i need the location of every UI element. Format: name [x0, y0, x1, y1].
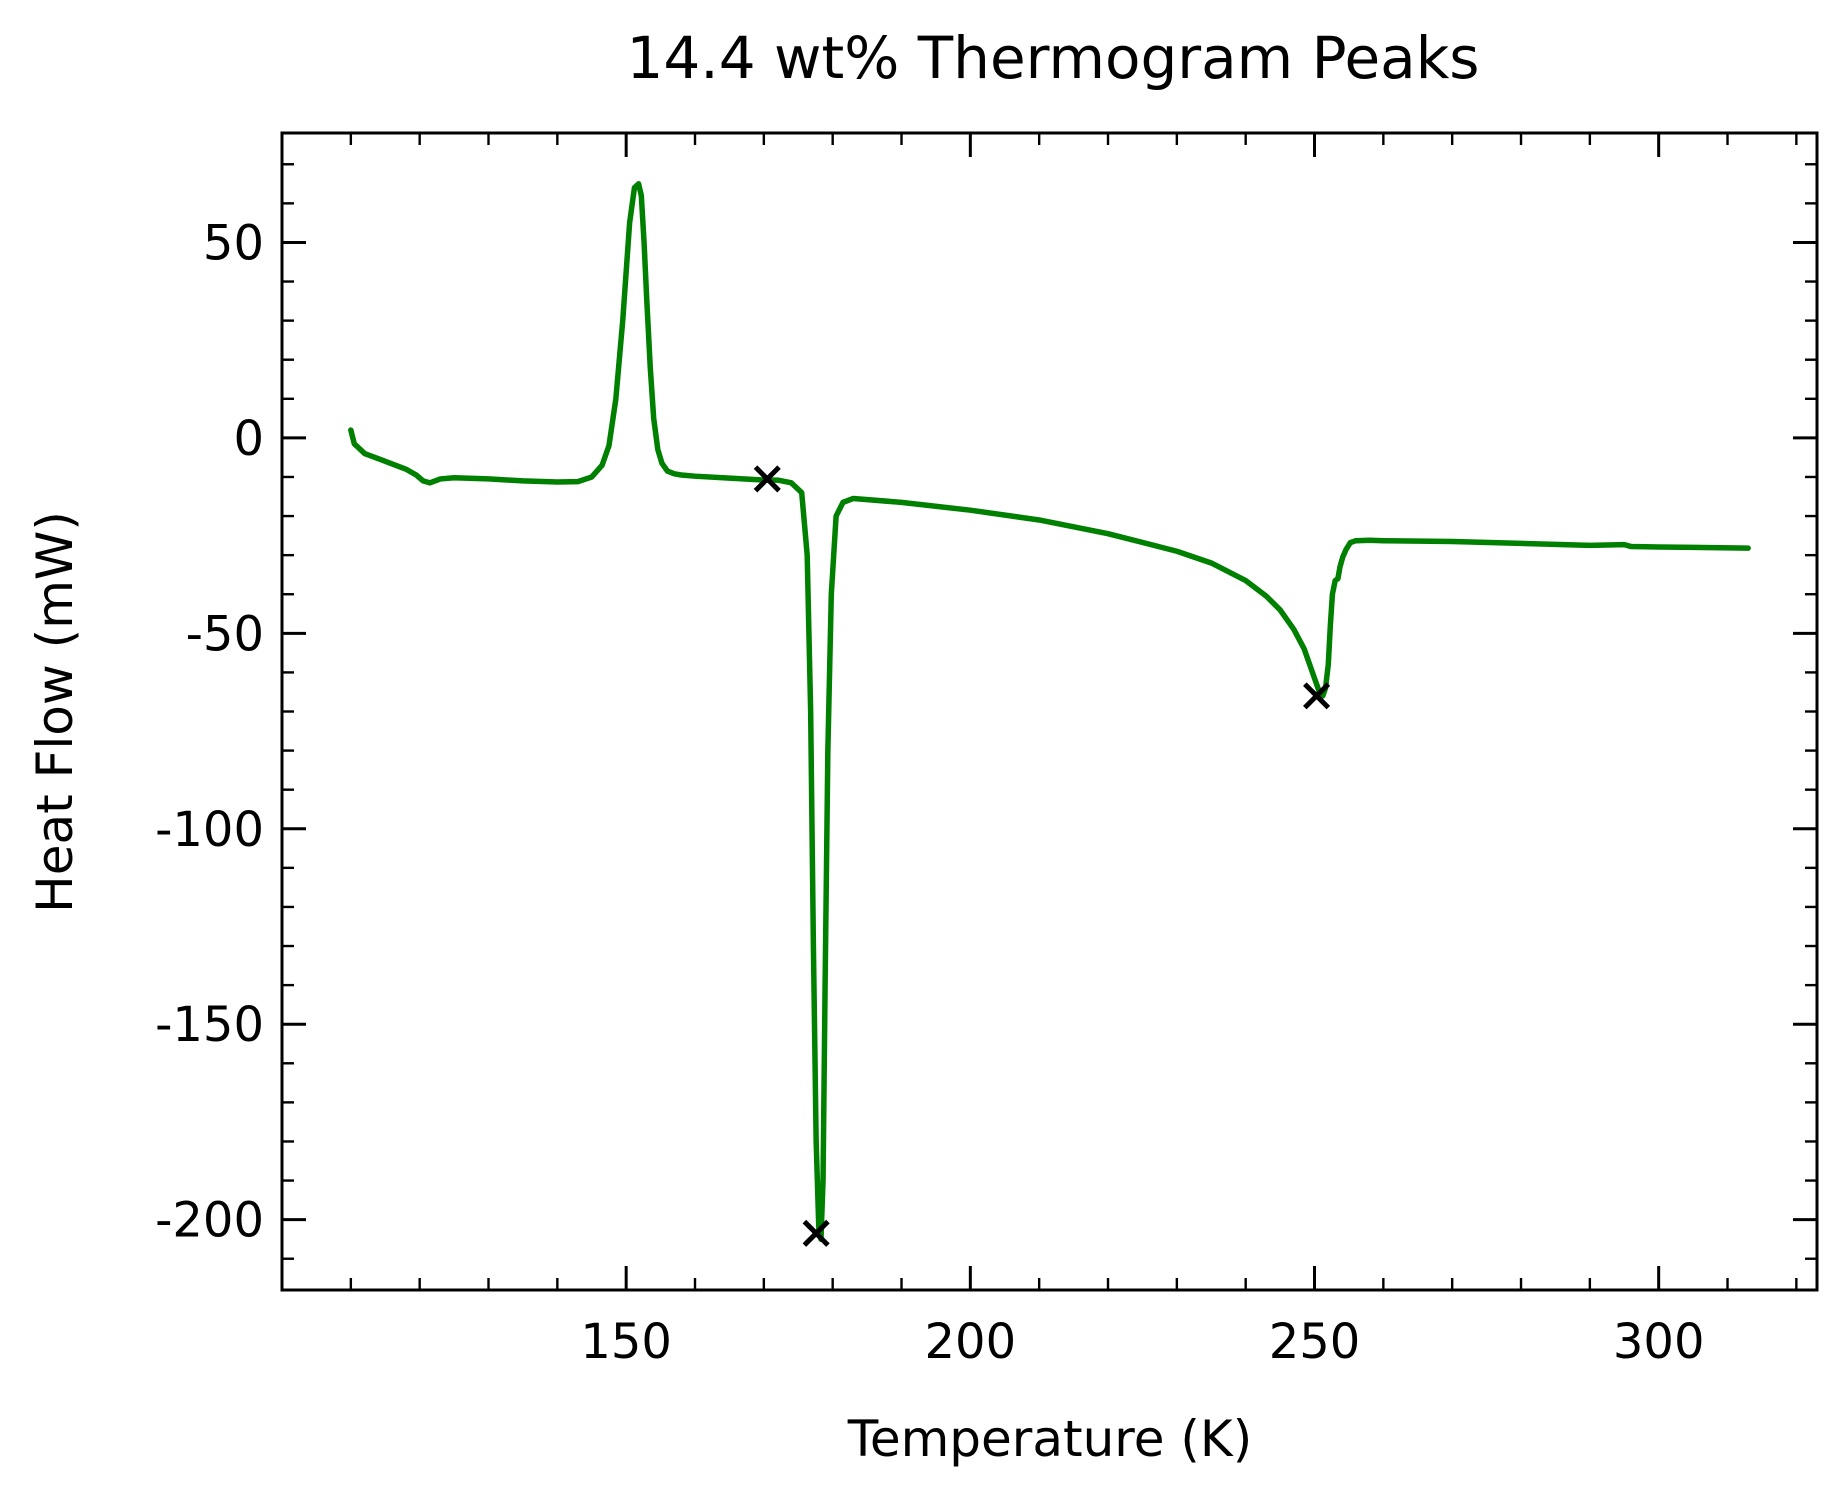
peak-markers — [753, 465, 1331, 1247]
y-tick-label: 50 — [203, 215, 264, 271]
x-tick-label: 250 — [1269, 1314, 1361, 1370]
peak-marker — [1303, 682, 1331, 710]
x-tick-label: 150 — [580, 1314, 672, 1370]
y-tick-label: -50 — [186, 606, 264, 662]
x-tick-label: 200 — [925, 1314, 1017, 1370]
y-tick-label: -150 — [155, 997, 264, 1053]
y-axis-ticks — [282, 163, 1817, 1260]
x-axis-label: Temperature (K) — [847, 1410, 1252, 1468]
x-tick-label: 300 — [1613, 1314, 1705, 1370]
peak-marker — [802, 1219, 830, 1247]
y-axis-label: Heat Flow (mW) — [26, 511, 84, 913]
tick-labels: 50 0 -50 -100 -150 -200 150 200 250 300 — [155, 215, 1704, 1370]
y-tick-label: 0 — [233, 411, 264, 467]
peak-marker — [753, 465, 781, 493]
y-tick-label: -200 — [155, 1193, 264, 1249]
y-tick-label: -100 — [155, 802, 264, 858]
chart-title: 14.4 wt% Thermogram Peaks — [626, 24, 1479, 92]
x-axis-ticks — [349, 133, 1798, 1290]
